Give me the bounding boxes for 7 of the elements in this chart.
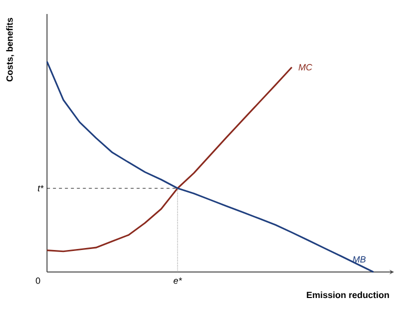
x-axis-title: Emission reduction [306, 292, 389, 298]
text: e* [174, 278, 182, 284]
y-axis-title: Costs, benefits [6, 18, 14, 82]
series-label: MB [352, 256, 366, 262]
text: 0 [36, 278, 40, 284]
ref-line-label: t* [38, 185, 44, 192]
series-label: MC [298, 64, 312, 70]
